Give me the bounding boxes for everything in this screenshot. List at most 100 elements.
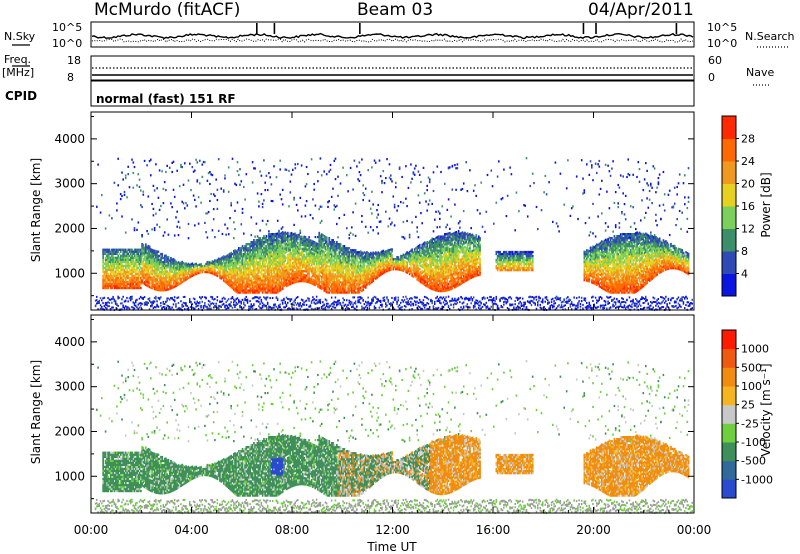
power-cell <box>243 269 245 272</box>
power-cell <box>230 253 233 257</box>
power-cell <box>371 272 373 276</box>
power-cell <box>219 274 221 277</box>
power-cell <box>256 283 259 286</box>
power-cell <box>275 243 278 246</box>
power-cell <box>192 297 195 300</box>
power-cell <box>302 247 304 250</box>
power-cell <box>140 189 142 192</box>
power-cell <box>173 267 176 270</box>
power-cell <box>373 268 376 271</box>
nsearch-label: N.Search <box>745 30 795 43</box>
power-cell <box>268 283 270 286</box>
power-cell <box>255 291 258 294</box>
power-cell <box>319 254 322 257</box>
power-cell <box>334 275 337 278</box>
power-cell <box>119 198 122 201</box>
power-cell <box>160 287 162 290</box>
power-cell <box>293 263 295 266</box>
power-cell <box>276 278 279 282</box>
power-cell <box>354 271 357 274</box>
power-cell <box>209 171 211 174</box>
power-cell <box>230 274 233 277</box>
power-cell <box>260 257 263 260</box>
power-cell <box>320 269 323 272</box>
power-cell <box>266 273 269 276</box>
power-cell <box>293 307 295 310</box>
power-cell <box>313 241 316 244</box>
power-cell <box>333 243 336 246</box>
power-cell <box>323 263 326 266</box>
power-cell <box>348 289 351 292</box>
power-cell <box>270 289 273 292</box>
power-cell <box>230 201 232 205</box>
power-cell <box>230 272 233 275</box>
power-cell <box>163 260 166 264</box>
power-cell <box>212 266 215 269</box>
power-cell <box>359 302 362 305</box>
power-cell <box>209 261 211 264</box>
power-cell <box>117 282 120 286</box>
power-cell <box>341 267 343 270</box>
power-cell <box>119 284 122 288</box>
power-cell <box>233 221 235 224</box>
power-cell <box>128 280 131 284</box>
power-cell <box>233 276 235 279</box>
power-cell <box>133 250 136 253</box>
power-cell <box>371 266 373 269</box>
power-cell <box>292 271 294 274</box>
power-cell <box>143 250 146 253</box>
power-cell <box>354 202 357 205</box>
power-cell <box>288 283 290 286</box>
power-cell <box>194 271 196 274</box>
power-cell <box>285 283 288 286</box>
power-cell <box>376 258 378 261</box>
power-cell <box>337 271 339 274</box>
power-cell <box>263 261 265 264</box>
power-cell <box>338 249 341 252</box>
power-cell <box>298 280 300 283</box>
power-cell <box>358 257 361 260</box>
power-cell <box>284 279 287 282</box>
power-cell <box>142 251 145 255</box>
power-cell <box>323 261 326 264</box>
power-cell <box>313 249 316 252</box>
power-cell <box>240 263 243 266</box>
power-cell <box>268 281 270 284</box>
power-cell <box>234 304 236 307</box>
power-cell <box>270 287 273 290</box>
power-cell <box>253 245 255 248</box>
freq-tick-high: 18 <box>67 54 81 67</box>
power-cell <box>167 259 170 263</box>
power-cell <box>293 243 295 246</box>
power-cell <box>241 259 244 262</box>
power-cell <box>381 305 383 308</box>
power-cell <box>219 264 221 267</box>
power-cell <box>192 265 195 269</box>
power-cell <box>151 266 153 270</box>
power-cell <box>137 250 140 253</box>
power-cell <box>359 272 362 275</box>
power-cell <box>347 271 349 274</box>
power-cell <box>334 243 337 246</box>
power-cell <box>113 278 116 282</box>
power-cell <box>155 254 157 257</box>
power-cell <box>323 267 326 270</box>
power-cell <box>353 267 356 270</box>
power-cell <box>225 269 228 272</box>
power-cell <box>235 254 238 257</box>
power-cell <box>254 269 256 272</box>
power-cell <box>378 256 381 259</box>
power-cell <box>283 264 285 267</box>
power-cell <box>244 249 246 252</box>
power-cell <box>137 173 140 176</box>
power-cell <box>300 259 303 263</box>
power-cell <box>287 233 289 237</box>
power-cell <box>246 291 249 294</box>
power-cell <box>264 287 267 290</box>
power-cell <box>274 265 277 268</box>
power-cell <box>353 259 356 262</box>
power-cell <box>264 277 267 280</box>
power-cell <box>284 168 287 171</box>
power-cell <box>364 278 367 281</box>
power-cell <box>337 283 339 286</box>
